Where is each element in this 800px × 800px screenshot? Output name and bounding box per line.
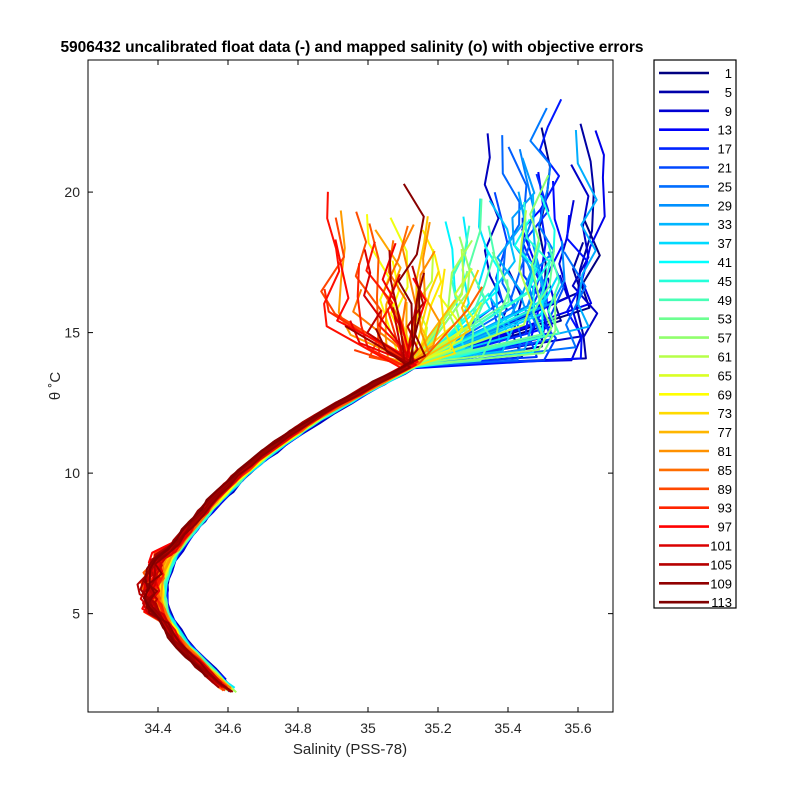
- legend-label: 97: [718, 520, 732, 535]
- y-tick-label: 20: [64, 184, 80, 200]
- y-tick-label: 15: [64, 325, 80, 341]
- legend-label: 81: [718, 444, 732, 459]
- legend-label: 17: [718, 142, 732, 157]
- legend-label: 13: [718, 123, 732, 138]
- x-axis-ticks: 34.4 34.6 34.8 35 35.2 35.4 35.6: [144, 60, 592, 736]
- y-tick-label: 5: [72, 606, 80, 622]
- x-tick-label: 35.2: [424, 720, 451, 736]
- legend-label: 53: [718, 312, 732, 327]
- legend: 1 5 9 13 17 21 25 29 33 37 41 45 49 53 57 61 65 69 73 77 81 8…: [653, 59, 737, 610]
- x-tick-label: 34.8: [284, 720, 311, 736]
- legend-label: 37: [718, 236, 732, 251]
- chart-title: 5906432 uncalibrated float data (-) and …: [60, 39, 643, 56]
- x-tick-label: 34.6: [214, 720, 241, 736]
- plot-frame: [87, 59, 614, 713]
- legend-label: 89: [718, 482, 732, 497]
- legend-label: 105: [710, 557, 732, 572]
- legend-box: [653, 59, 737, 609]
- legend-label: 101: [710, 539, 732, 554]
- legend-label: 1: [725, 66, 732, 81]
- legend-label: 93: [718, 501, 732, 516]
- y-axis-ticks: 5 10 15 20: [64, 184, 613, 622]
- legend-label: 113: [711, 595, 732, 610]
- legend-label: 85: [718, 463, 732, 478]
- profile-trace: [147, 328, 412, 693]
- legend-label: 77: [718, 425, 732, 440]
- x-tick-label: 35.4: [494, 720, 521, 736]
- legend-label: 65: [718, 368, 732, 383]
- legend-label: 69: [718, 387, 732, 402]
- profile-trace: [142, 286, 421, 678]
- x-axis-label: Salinity (PSS-78): [293, 741, 407, 758]
- y-tick-label: 10: [64, 465, 80, 481]
- legend-label: 41: [718, 255, 732, 270]
- legend-label: 29: [718, 198, 732, 213]
- legend-label: 5: [725, 85, 732, 100]
- legend-label: 9: [725, 104, 732, 119]
- legend-label: 21: [718, 161, 732, 176]
- profile-traces: [136, 98, 606, 693]
- legend-label: 33: [718, 217, 732, 232]
- x-tick-label: 35.6: [564, 720, 591, 736]
- legend-label: 25: [718, 179, 732, 194]
- legend-label: 57: [718, 331, 732, 346]
- y-axis-label: θ ˚C: [47, 372, 64, 401]
- x-tick-label: 35: [360, 720, 376, 736]
- legend-label: 73: [718, 406, 732, 421]
- legend-label: 45: [718, 274, 732, 289]
- legend-label: 61: [718, 350, 732, 365]
- legend-label: 49: [718, 293, 732, 308]
- legend-label: 109: [710, 576, 732, 591]
- x-tick-label: 34.4: [144, 720, 171, 736]
